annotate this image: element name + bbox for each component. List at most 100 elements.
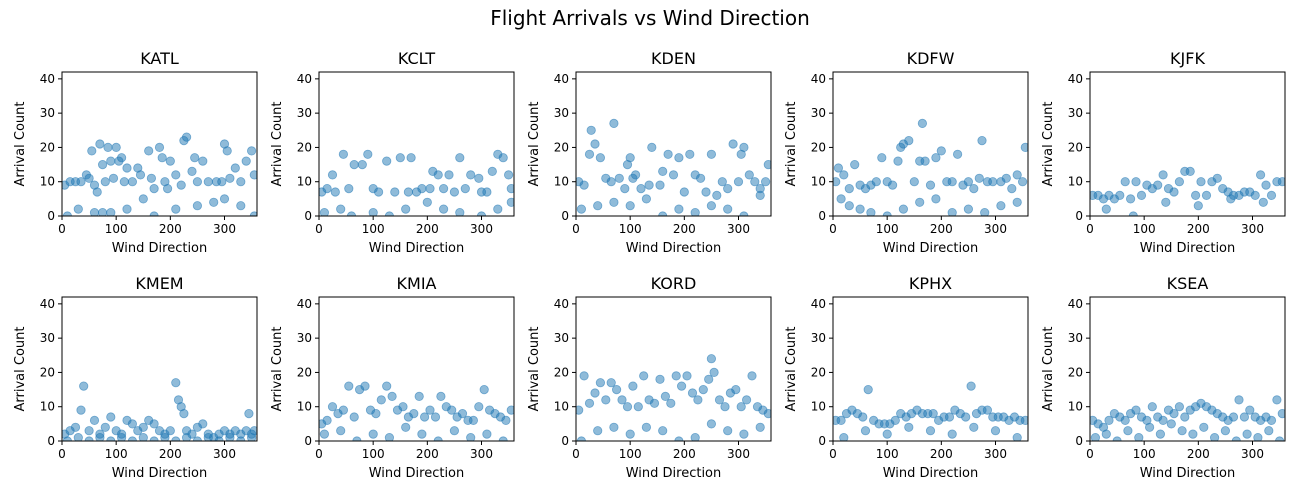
scatter-point (117, 153, 127, 163)
subplot-title: KORD (651, 274, 697, 293)
scatter-point (617, 395, 627, 405)
scatter-point (138, 194, 148, 204)
scatter-point (419, 412, 430, 422)
scatter-point (398, 402, 408, 412)
x-tick-label: 0 (829, 222, 837, 236)
scatter-point (163, 184, 173, 194)
scatter-point (192, 201, 202, 211)
x-axis-label: Wind Direction (883, 241, 979, 256)
scatter-point (739, 211, 749, 216)
axes-frame (1089, 71, 1286, 217)
scatter-point (409, 408, 419, 419)
scatter-point (755, 190, 765, 200)
scatter-point (947, 208, 957, 216)
scatter-point (493, 204, 503, 214)
y-tick-label: 30 (297, 331, 312, 345)
scatter-point (915, 197, 925, 207)
scatter-point (1131, 177, 1141, 187)
y-tick-label: 30 (40, 106, 55, 120)
scatter-point (84, 426, 94, 436)
scatter-point (338, 149, 348, 159)
scatter-point (712, 190, 722, 200)
scatter-point (474, 173, 484, 183)
scatter-point (1131, 405, 1141, 415)
scatter-point (887, 180, 898, 190)
scatter-point (401, 422, 411, 432)
scatter-point (1120, 415, 1130, 425)
scatter-point (349, 412, 359, 422)
scatter-point (468, 415, 478, 425)
scatter-point (1017, 177, 1028, 187)
y-tick-label: 40 (297, 297, 312, 311)
scatter-point (920, 156, 930, 166)
scatter-point (839, 433, 849, 441)
scatter-point (760, 177, 771, 187)
x-tick-label: 0 (1086, 222, 1094, 236)
scatter-point (236, 177, 246, 187)
scatter-point (1212, 173, 1222, 183)
scatter-point (744, 170, 754, 180)
scatter-point (501, 415, 511, 425)
scatter-point (882, 429, 892, 439)
x-tick-label: 0 (315, 222, 323, 236)
scatter-point (144, 146, 154, 156)
y-tick-label: 0 (304, 209, 312, 223)
x-tick-label: 0 (1086, 447, 1094, 461)
scatter-point (1012, 197, 1022, 207)
y-tick-label: 10 (1068, 400, 1083, 414)
scatter-point (146, 173, 156, 183)
scatter-point (679, 187, 689, 197)
scatter-point (877, 153, 887, 163)
scatter-point (414, 391, 424, 401)
scatter-point (736, 402, 746, 412)
scatter-point (79, 381, 89, 391)
x-axis-label: Wind Direction (369, 466, 465, 481)
scatter-point (117, 433, 127, 441)
scatter-point (988, 177, 998, 187)
scatter-point (457, 408, 468, 419)
scatter-point (931, 153, 941, 163)
x-tick-label: 100 (876, 222, 899, 236)
scatter-point (593, 201, 603, 211)
subplot-title: KSEA (1167, 274, 1209, 293)
scatter-point (87, 146, 97, 156)
scatter-point (217, 177, 227, 187)
scatter-point (244, 408, 254, 419)
scatter-point (586, 125, 596, 135)
y-tick-label: 0 (1075, 434, 1083, 448)
y-tick-label: 10 (811, 400, 826, 414)
scatter-point (182, 433, 192, 441)
scatter-point (947, 429, 957, 439)
y-tick-label: 10 (297, 400, 312, 414)
y-tick-label: 30 (554, 331, 569, 345)
scatter-point (70, 422, 81, 432)
scatter-point (576, 204, 587, 214)
scatter-point (368, 429, 378, 439)
axes-frame (832, 71, 1029, 217)
scatter-point (62, 211, 72, 216)
scatter-point (73, 204, 83, 214)
scatter-point (917, 118, 928, 129)
scatter-point (479, 384, 489, 395)
scatter-point (387, 391, 397, 401)
y-tick-label: 0 (561, 209, 569, 223)
y-tick-label: 40 (811, 72, 826, 86)
scatter-point (203, 177, 213, 187)
scatter-point (165, 426, 175, 436)
scatter-point (893, 156, 903, 166)
scatter-point (963, 204, 974, 214)
scatter-point (1277, 177, 1285, 187)
scatter-point (609, 422, 619, 432)
y-tick-label: 30 (1068, 331, 1083, 345)
scatter-point (171, 204, 181, 214)
scatter-point (763, 160, 771, 170)
scatter-point (1242, 429, 1252, 439)
subplot-kord: 0 100 200 300 0 10 20 30 40 KORD Wind Direction Arr… (527, 274, 772, 481)
scatter-point (1266, 190, 1277, 200)
scatter-point (609, 118, 619, 129)
y-tick-label: 0 (47, 434, 55, 448)
x-tick-label: 200 (673, 222, 696, 236)
x-tick-label: 200 (416, 447, 439, 461)
scatter-point (641, 194, 652, 204)
scatter-point (373, 187, 384, 197)
